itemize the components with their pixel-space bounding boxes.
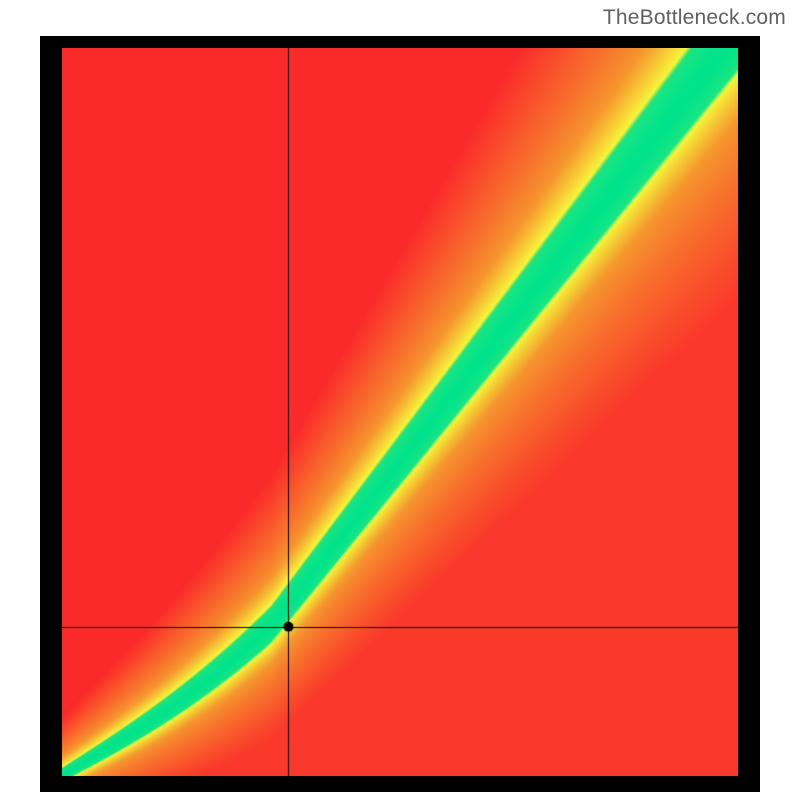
plot-border <box>40 36 760 792</box>
heatmap-canvas <box>62 48 738 776</box>
attribution-text: TheBottleneck.com <box>603 6 786 30</box>
figure-root: TheBottleneck.com <box>0 0 800 800</box>
